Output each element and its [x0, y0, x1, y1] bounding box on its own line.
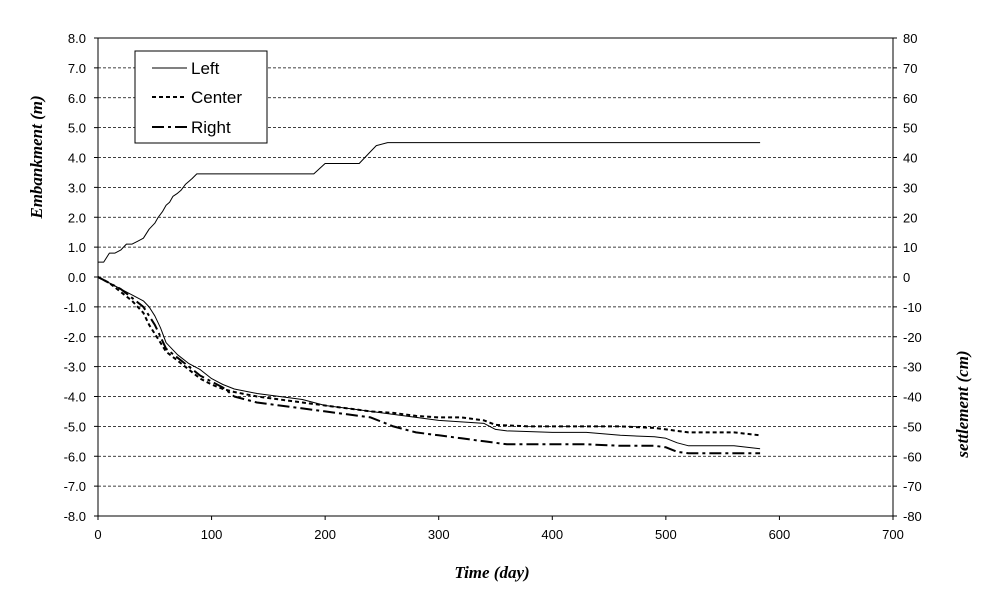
legend-label-right: Right [191, 118, 231, 137]
right-tick-label: -70 [903, 479, 922, 494]
x-tick-label: 700 [882, 527, 904, 542]
x-axis-ticks: 0 100 200 300 400 500 600 700 [94, 516, 904, 542]
right-tick-label: 80 [903, 31, 917, 46]
left-tick-label: 0.0 [68, 270, 86, 285]
left-axis-title: Embankment (m) [27, 95, 46, 219]
settlement-line-right [97, 276, 761, 455]
left-tick-label: 2.0 [68, 210, 86, 225]
right-tick-label: -30 [903, 360, 922, 375]
right-tick-label: 70 [903, 61, 917, 76]
x-tick-label: 200 [314, 527, 336, 542]
left-axis-ticks: 8.0 7.0 6.0 5.0 4.0 3.0 2.0 1.0 0.0 -1.0 -2.0 -3.0 -… [64, 31, 98, 524]
gridlines [98, 67, 893, 487]
left-tick-label: 3.0 [68, 180, 86, 195]
left-tick-label: 1.0 [68, 240, 86, 255]
left-tick-label: 4.0 [68, 151, 86, 166]
left-tick-label: -8.0 [64, 509, 86, 524]
left-tick-label: 8.0 [68, 31, 86, 46]
settlement-line-left [97, 276, 761, 450]
x-tick-label: 300 [428, 527, 450, 542]
right-tick-label: -50 [903, 419, 922, 434]
legend-label-center: Center [191, 88, 242, 107]
right-tick-label: 50 [903, 121, 917, 136]
left-tick-label: 5.0 [68, 121, 86, 136]
right-tick-label: -60 [903, 449, 922, 464]
x-axis-title: Time (day) [454, 563, 529, 582]
x-tick-label: 400 [541, 527, 563, 542]
right-tick-label: 0 [903, 270, 910, 285]
left-tick-label: -6.0 [64, 449, 86, 464]
left-tick-label: -7.0 [64, 479, 86, 494]
right-tick-label: -80 [903, 509, 922, 524]
left-tick-label: -4.0 [64, 390, 86, 405]
legend: Left Center Right [134, 50, 268, 144]
left-tick-label: -1.0 [64, 300, 86, 315]
right-tick-label: -20 [903, 330, 922, 345]
right-tick-label: 20 [903, 210, 917, 225]
settlement-line-center [97, 276, 761, 437]
left-tick-label: 7.0 [68, 61, 86, 76]
x-tick-label: 500 [655, 527, 677, 542]
right-tick-label: -10 [903, 300, 922, 315]
right-axis-ticks: 80 70 60 50 40 30 20 10 0 -10 -20 -30 -40 -50 -60 -70 -8… [893, 31, 922, 524]
right-tick-label: 30 [903, 180, 917, 195]
right-axis-title: settlement (cm) [953, 350, 972, 458]
left-tick-label: -3.0 [64, 360, 86, 375]
x-tick-label: 600 [769, 527, 791, 542]
legend-label-left: Left [191, 59, 220, 78]
x-tick-label: 0 [94, 527, 101, 542]
embankment-line [98, 142, 761, 263]
series-lines [97, 142, 761, 455]
left-tick-label: 6.0 [68, 91, 86, 106]
left-tick-label: -2.0 [64, 330, 86, 345]
right-tick-label: 40 [903, 151, 917, 166]
right-tick-label: 10 [903, 240, 917, 255]
right-tick-label: -40 [903, 390, 922, 405]
x-tick-label: 100 [201, 527, 223, 542]
right-tick-label: 60 [903, 91, 917, 106]
left-tick-label: -5.0 [64, 419, 86, 434]
